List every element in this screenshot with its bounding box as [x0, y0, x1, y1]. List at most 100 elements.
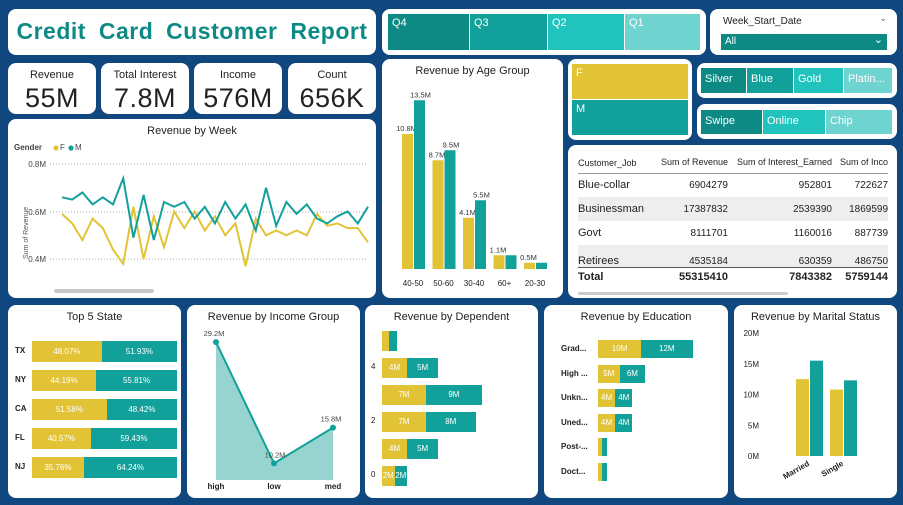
data-label: 9.5M: [443, 140, 460, 149]
cell: 1160016: [793, 227, 832, 239]
header-customer-job[interactable]: Customer_Job: [578, 157, 637, 168]
table-row: Govt 8111701 1160016 887739: [578, 221, 888, 245]
y-tick-label: 20M: [743, 329, 759, 338]
week-filter-dropdown[interactable]: All ⌄: [721, 34, 887, 50]
week-filter-card: Week_Start_Date ⌄ All ⌄: [710, 9, 897, 55]
top5-state-card: Top 5 State TX 48.07% 51.93% NY 44.19% 55.81%…: [8, 305, 181, 498]
card-gold[interactable]: Gold: [794, 68, 844, 93]
customer-job-table: Customer_Job Sum of Revenue Sum of Inter…: [578, 151, 889, 287]
bar-m-TX: 51.93%: [101, 341, 177, 362]
x-tick-label: 50-60: [433, 279, 454, 288]
kpi-value: 576M: [203, 83, 273, 113]
kpi-label: Income: [219, 69, 257, 81]
chip-online[interactable]: Online: [763, 110, 826, 134]
gender-slicer: F M: [568, 59, 692, 140]
clear-filter-icon[interactable]: ⌄: [879, 13, 887, 23]
bar-m-40-50: [414, 100, 425, 269]
bar-f-dep-0: 2M: [382, 466, 395, 486]
header-sum-revenue[interactable]: Sum of Revenue: [660, 156, 728, 167]
chevron-down-icon: ⌄: [873, 34, 883, 46]
y-tick-label: 0: [371, 470, 376, 479]
bar-m-married: [810, 360, 823, 456]
gender-f-tile[interactable]: F: [572, 64, 688, 99]
data-label: 4.1M: [459, 208, 476, 217]
y-tick-label: 10M: [743, 391, 759, 400]
card-silver[interactable]: Silver: [701, 68, 747, 93]
chart-title: Revenue by Dependent: [393, 311, 510, 323]
y-tick-label: 5M: [748, 421, 759, 430]
data-point: [213, 339, 219, 346]
data-label: 1.1M: [490, 245, 507, 254]
cell: 7843382: [789, 271, 832, 284]
bar-f-edu-5: [598, 462, 603, 481]
quarter-slicer: Q4 Q3 Q2 Q1: [382, 9, 706, 55]
cell: Businessman: [578, 203, 645, 215]
bar-m-edu-3: 4M: [615, 413, 633, 432]
kpi-count: Count 656K: [288, 63, 376, 114]
revenue-by-income-chart: 29.2M high 10.2M low 15.8M med: [204, 329, 342, 491]
kpi-revenue: Revenue 55M: [8, 63, 96, 114]
quarter-q3[interactable]: Q3: [470, 14, 548, 50]
bar-f-30-40: [463, 217, 474, 269]
y-tick-label: 2: [371, 416, 376, 425]
bar-m-60+: [505, 255, 517, 269]
y-tick-label: CA: [15, 404, 27, 413]
chip-swipe[interactable]: Swipe: [701, 110, 763, 134]
x-tick-label: 60+: [498, 279, 512, 288]
x-tick-label: 40-50: [403, 279, 424, 288]
x-tick-label: high: [208, 482, 225, 491]
y-tick-label: High ...: [561, 368, 588, 378]
y-tick-label: FL: [15, 433, 25, 442]
bar-m-dep-0: 2M: [394, 466, 407, 486]
cell: 55315410: [679, 271, 728, 284]
chart-title: Revenue by Education: [580, 311, 692, 323]
gender-m-tile[interactable]: M: [572, 100, 688, 135]
kpi-label: Total Interest: [113, 69, 177, 81]
bar-f-edu-3: 4M: [598, 413, 616, 432]
legend-f-dot: [53, 145, 59, 151]
revenue-by-dependent-chart: 4 4M 5M 7M 9M 2 7M 8M 4M 5M 0 2M 2M: [365, 305, 538, 498]
y-tick-label: Post-...: [561, 442, 588, 451]
quarter-q2[interactable]: Q2: [548, 14, 625, 50]
revenue-by-marital-card: Revenue by Marital Status 20M 15M 10M 5M 0M M…: [734, 305, 897, 498]
bar-f-20-30: [524, 262, 535, 269]
y-tick-label: 0.8M: [28, 160, 46, 169]
quarter-q4[interactable]: Q4: [388, 14, 470, 50]
bar-m-NY: 55.81%: [96, 370, 177, 391]
card-blue[interactable]: Blue: [747, 68, 794, 93]
series-f-line: [61, 206, 369, 267]
cell: Total: [578, 271, 604, 284]
horizontal-scrollbar[interactable]: [54, 289, 154, 293]
bar-m-dep-2: 8M: [425, 412, 476, 432]
table-header-row: Customer_Job Sum of Revenue Sum of Inter…: [578, 151, 889, 173]
bar-f-dep-5: [382, 331, 390, 351]
header-sum-income[interactable]: Sum of Inco: [840, 156, 889, 167]
y-tick-label: Uned...: [561, 417, 588, 427]
bar-m-50-60: [444, 150, 456, 269]
table-row: Businessman 17387832 2539390 1869599: [578, 197, 889, 221]
y-tick-label: 4: [371, 362, 376, 371]
data-label: 5.5M: [473, 190, 490, 199]
quarter-q1[interactable]: Q1: [625, 14, 700, 50]
x-tick-label: Single: [820, 459, 846, 479]
bar-m-edu-2: 4M: [615, 389, 633, 407]
revenue-by-income-card: Revenue by Income Group 29.2M high 10.2M lo…: [187, 305, 360, 498]
use-chip-slicer: Swipe Online Chip: [697, 104, 897, 139]
chip-chip[interactable]: Chip: [826, 110, 892, 134]
y-tick-label: NJ: [15, 462, 26, 471]
table-scrollbar[interactable]: [578, 292, 788, 295]
card-platinum[interactable]: Platin...: [844, 68, 892, 93]
revenue-by-education-card: Revenue by Education Grad... 10M 12M High .…: [544, 305, 728, 498]
bar-m-30-40: [475, 200, 486, 269]
revenue-by-week-card: Revenue by Week Gender F M Sum of Revenu…: [8, 119, 376, 298]
chart-title: Revenue by Income Group: [207, 311, 340, 323]
header-sum-interest[interactable]: Sum of Interest_Earned: [736, 156, 832, 167]
cell: 8111701: [690, 227, 728, 239]
bar-m-NJ: 64.24%: [83, 457, 177, 478]
bar-f-edu-4: [598, 438, 603, 456]
week-filter-label: Week_Start_Date: [723, 16, 802, 27]
cell: 4535184: [689, 255, 728, 267]
bar-m-dep-1: 5M: [407, 439, 439, 459]
x-tick-label: 30-40: [464, 279, 485, 288]
bar-m-edu-1: 6M: [619, 364, 646, 383]
